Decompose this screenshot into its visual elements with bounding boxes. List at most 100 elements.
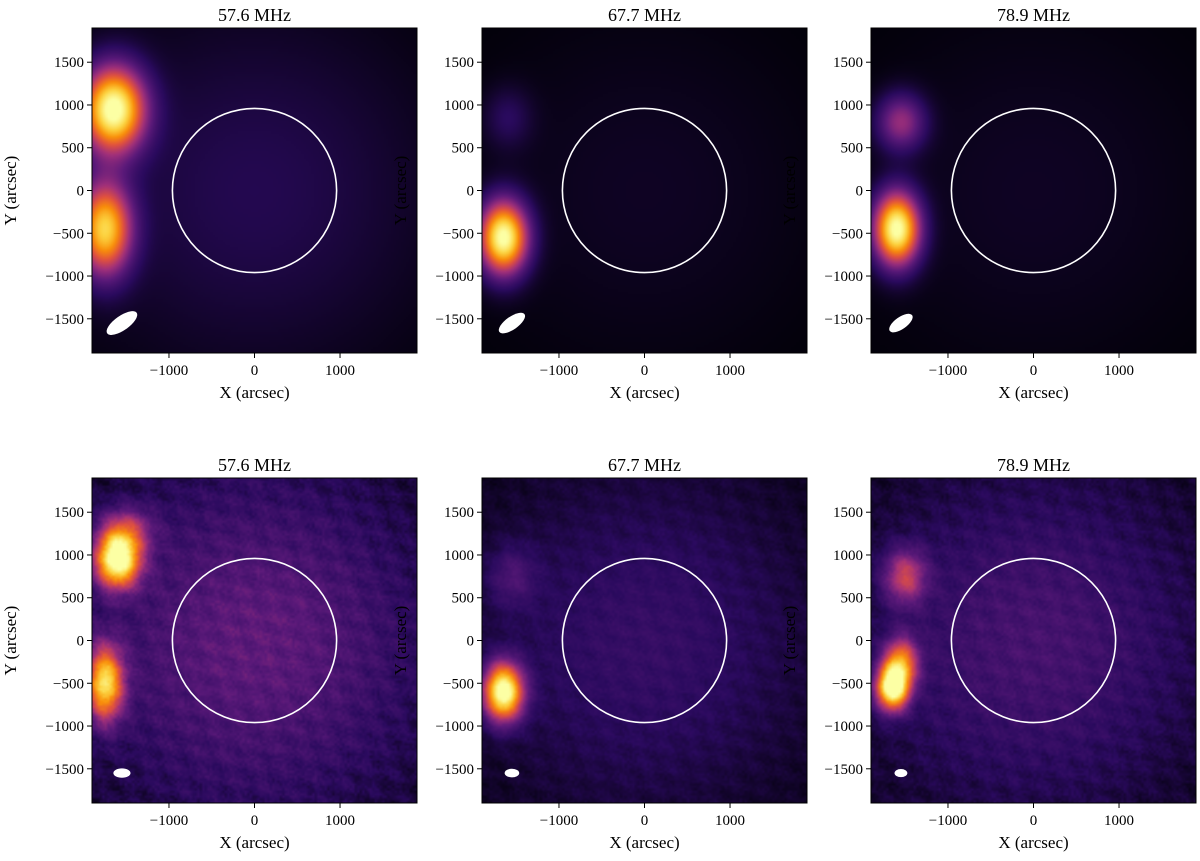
y-tick-label: −1500 [436,312,474,328]
panel-title: 67.7 MHz [608,5,681,25]
beam-ellipse [504,768,520,778]
y-tick-label: 0 [467,184,475,200]
y-tick-label: −500 [443,676,474,692]
y-tick-label: 1000 [833,98,863,114]
y-tick-label: 500 [841,141,864,157]
y-tick-label: 500 [452,141,475,157]
y-tick-label: 0 [467,634,475,650]
y-tick-label: 1500 [444,505,474,521]
y-tick-label: 1500 [54,55,84,71]
x-tick-label: 0 [251,813,259,829]
y-tick-label: −1500 [46,312,84,328]
x-tick-label: −1000 [150,363,188,379]
y-tick-label: −1000 [46,719,84,735]
y-tick-label: 1000 [444,548,474,564]
y-tick-label: −500 [832,226,863,242]
y-tick-label: −500 [53,226,84,242]
solar-limb-circle [561,557,728,724]
y-tick-label: 500 [452,591,475,607]
x-tick-label: 0 [641,363,649,379]
y-tick-label: 1000 [444,98,474,114]
x-tick-label: 1000 [1104,363,1134,379]
y-tick-label: −1000 [46,269,84,285]
heatmap-image [871,478,1196,803]
y-tick-label: −500 [832,676,863,692]
panel-title: 67.7 MHz [608,455,681,475]
y-tick-label: −1500 [436,762,474,778]
x-axis-label: X (arcsec) [609,833,679,852]
x-tick-label: 0 [1030,363,1038,379]
x-axis-label: X (arcsec) [219,833,289,852]
x-tick-label: 1000 [325,363,355,379]
y-axis-label: Y (arcsec) [391,156,410,226]
y-tick-label: −1000 [436,719,474,735]
x-axis-label: X (arcsec) [219,383,289,402]
x-tick-label: 0 [641,813,649,829]
y-axis-label: Y (arcsec) [1,156,20,226]
heatmap-panel-4: 57.6 MHz −1000 0 1000 1500 1000 500 0 −500 −1000 −… [1,455,418,852]
panel-title: 78.9 MHz [997,5,1070,25]
heatmap-image [482,28,807,353]
heatmap-image [871,28,1196,353]
beam-ellipse [106,311,138,335]
y-tick-label: −1000 [436,269,474,285]
y-tick-label: −1500 [825,312,863,328]
y-tick-label: 1500 [54,505,84,521]
heatmap-panel-3: 78.9 MHz −1000 0 1000 1500 1000 500 0 −500 −1000 −… [780,5,1197,402]
x-tick-label: 1000 [325,813,355,829]
y-tick-label: 500 [62,591,85,607]
y-tick-label: −1500 [46,762,84,778]
y-tick-label: 0 [856,184,864,200]
y-tick-label: 500 [841,591,864,607]
solar-limb-circle [171,107,338,274]
x-tick-label: −1000 [540,813,578,829]
x-tick-label: 1000 [715,813,745,829]
x-tick-label: 0 [251,363,259,379]
y-tick-label: −500 [53,676,84,692]
solar-limb-circle [561,107,728,274]
heatmap-panel-6: 78.9 MHz −1000 0 1000 1500 1000 500 0 −500 −1000 −… [780,455,1197,852]
x-axis-label: X (arcsec) [609,383,679,402]
y-tick-label: −500 [443,226,474,242]
beam-ellipse [894,769,908,778]
y-tick-label: 0 [77,184,85,200]
y-axis-label: Y (arcsec) [780,156,799,226]
y-tick-label: 500 [62,141,85,157]
y-tick-label: −1000 [825,269,863,285]
y-tick-label: 1000 [54,98,84,114]
y-tick-label: 1500 [444,55,474,71]
y-tick-label: 1000 [54,548,84,564]
panel-title: 78.9 MHz [997,455,1070,475]
solar-limb-circle [950,107,1117,274]
y-tick-label: −1500 [825,762,863,778]
heatmap-image [482,478,807,803]
x-tick-label: 0 [1030,813,1038,829]
y-tick-label: 0 [77,634,85,650]
beam-ellipse [113,768,131,778]
x-axis-label: X (arcsec) [998,383,1068,402]
y-axis-label: Y (arcsec) [391,606,410,676]
heatmap-panel-5: 67.7 MHz −1000 0 1000 1500 1000 500 0 −500 −1000 −… [391,455,808,852]
x-tick-label: −1000 [150,813,188,829]
panel-title: 57.6 MHz [218,455,291,475]
x-tick-label: 1000 [1104,813,1134,829]
x-tick-label: −1000 [540,363,578,379]
x-axis-label: X (arcsec) [998,833,1068,852]
y-tick-label: 1500 [833,55,863,71]
y-tick-label: 1000 [833,548,863,564]
y-axis-label: Y (arcsec) [1,606,20,676]
beam-ellipse [889,313,913,333]
beam-ellipse [498,312,526,334]
heatmap-panel-1: 57.6 MHz −1000 0 1000 1500 1000 500 0 −500 −1000 −… [1,5,418,402]
heatmap-image [92,478,417,803]
heatmap-image [92,28,417,353]
solar-limb-circle [950,557,1117,724]
x-tick-label: −1000 [929,813,967,829]
y-tick-label: 0 [856,634,864,650]
panel-title: 57.6 MHz [218,5,291,25]
y-axis-label: Y (arcsec) [780,606,799,676]
y-tick-label: −1000 [825,719,863,735]
heatmap-panel-2: 67.7 MHz −1000 0 1000 1500 1000 500 0 −500 −1000 −… [391,5,808,402]
solar-limb-circle [171,557,338,724]
